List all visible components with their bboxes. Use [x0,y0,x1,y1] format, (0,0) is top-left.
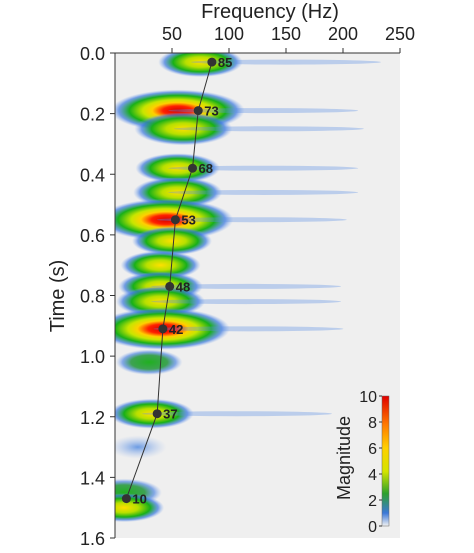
y-tick-label: 0.0 [80,44,105,64]
colorbar-tick-label: 0 [368,519,377,536]
x-tick-label: 50 [162,24,182,44]
y-tick-label: 1.4 [80,468,105,488]
peak-point-label: 10 [132,492,146,507]
colorbar-tick-label: 4 [368,467,377,484]
energy-blob [132,226,212,256]
spectrogram-heat-layer [115,53,245,523]
energy-blob [158,53,243,78]
y-axis-label: Time (s) [47,260,69,333]
energy-blob [134,112,233,146]
x-tick-label: 150 [271,24,301,44]
x-axis-label: Frequency (Hz) [201,1,339,23]
colorbar-label: Magnitude [334,416,354,500]
peak-point [188,163,198,173]
y-tick-label: 0.4 [80,165,105,185]
energy-blob [115,307,230,350]
energy-streak [151,299,342,305]
peak-point-label: 85 [218,55,232,70]
energy-streak [156,217,347,223]
energy-streak [153,326,344,332]
peak-point [121,494,131,504]
colorbar-tick-label: 6 [368,441,377,458]
y-tick-label: 1.2 [80,408,105,428]
energy-streak [151,283,342,289]
x-tick-label: 250 [385,24,415,44]
colorbar [381,395,390,527]
peak-point [158,324,168,334]
energy-streak [173,126,364,132]
peak-point-label: 68 [199,161,213,176]
colorbar-ticks: 0 2 4 6 8 10 [359,389,382,536]
energy-streak [168,108,359,114]
colorbar-tick-label: 2 [368,493,377,510]
energy-blob [115,435,167,459]
peak-point [207,57,217,67]
colorbar-tick-label: 8 [368,415,377,432]
energy-streak [191,59,381,65]
peak-point [170,215,180,225]
peak-point-label: 53 [181,213,195,228]
peak-frequency-points: 85 73 68 53 48 42 37 10 [121,55,232,507]
energy-blob [120,250,201,280]
colorbar-tick-label: 10 [359,389,377,406]
peak-point [193,106,203,116]
y-tick-label: 0.2 [80,105,105,125]
peak-point [152,409,162,419]
peak-frequency-polyline [125,61,213,499]
high-frequency-streaks [141,59,381,417]
energy-streak [141,411,332,417]
peak-frequency-line [125,61,213,499]
peak-point-label: 73 [204,104,218,119]
y-tick-label: 1.6 [80,529,105,549]
peak-point-label: 42 [169,322,183,337]
energy-streak [168,165,359,171]
y-tick-label: 1.0 [80,347,105,367]
x-tick-label: 100 [214,24,244,44]
x-axis-ticks: 50 100 150 200 250 [162,24,415,53]
peak-point [165,281,175,291]
energy-streak [168,189,359,195]
energy-blob [135,153,220,184]
y-tick-label: 0.6 [80,226,105,246]
energy-blob [115,349,183,375]
peak-point-label: 37 [163,407,177,422]
peak-point-label: 48 [176,279,190,294]
x-tick-label: 200 [328,24,358,44]
y-tick-label: 0.8 [80,287,105,307]
y-axis-ticks: 0.0 0.2 0.4 0.6 0.8 1.0 1.2 1.4 1.6 [80,44,115,549]
